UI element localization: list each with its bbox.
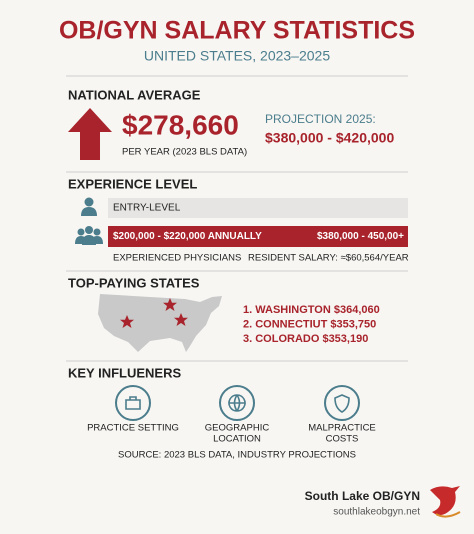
logo (430, 486, 461, 518)
resident-caption: RESIDENT SALARY: ≈$60,564/YEAR (248, 253, 409, 264)
influencer-label: LOCATION (213, 434, 261, 445)
footer-name: South Lake OB/GYN (305, 489, 420, 503)
up-arrow (68, 108, 112, 160)
average-amount: $278,660 (122, 109, 239, 140)
title: OB/GYN SALARY STATISTICS (59, 17, 415, 45)
average-note: PER YEAR (2023 BLS DATA) (122, 147, 247, 158)
projection-range: $380,000 - $420,000 (265, 130, 394, 146)
influencer-glyph (125, 396, 141, 410)
experienced-range: $200,000 - $220,000 ANNUALLY (113, 231, 262, 242)
subtitle: UNITED STATES, 2023–2025 (144, 48, 330, 64)
influencer-glyph (334, 394, 350, 413)
upper-range: $380,000 - 450,00+ (317, 231, 404, 242)
state-list: 1. WASHINGTON $364,060 2. CONNECTIUT $353… (243, 304, 380, 345)
section-heading: TOP-PAYING STATES (68, 275, 200, 290)
experienced-caption: EXPERIENCED PHYSICIANS (113, 253, 241, 264)
person-icon (81, 197, 97, 216)
projection-label: PROJECTION 2025: (265, 112, 376, 126)
influencer-label: MALPRACTICE (308, 423, 376, 434)
state-item: 2. CONNECTIUT $353,750 (243, 318, 376, 330)
source-note: SOURCE: 2023 BLS DATA, INDUSTRY PROJECTI… (118, 450, 356, 461)
influencer-label: COSTS (326, 434, 359, 445)
state-item: 1. WASHINGTON $364,060 (243, 304, 380, 316)
experienced-bar (108, 226, 408, 247)
us-map (98, 294, 222, 352)
influencer-glyph (228, 394, 246, 412)
influencer-icon (324, 385, 360, 421)
entry-label: ENTRY-LEVEL (113, 203, 181, 214)
state-item: 3. COLORADO $353,190 (243, 333, 368, 345)
section-heading: EXPERIENCE LEVEL (68, 176, 197, 191)
section-heading: KEY INFLUENERS (68, 365, 181, 380)
influencer-icon (219, 385, 255, 421)
section-heading: NATIONAL AVERAGE (68, 87, 201, 102)
influencer-label: PRACTICE SETTING (87, 423, 179, 434)
influencer-label: GEOGRAPHIC (205, 423, 270, 434)
footer-url: southlakeobgyn.net (333, 507, 420, 518)
entry-bar (108, 198, 408, 218)
map-stars (120, 298, 188, 328)
group-icon (75, 226, 103, 245)
influencer-icon (115, 385, 151, 421)
